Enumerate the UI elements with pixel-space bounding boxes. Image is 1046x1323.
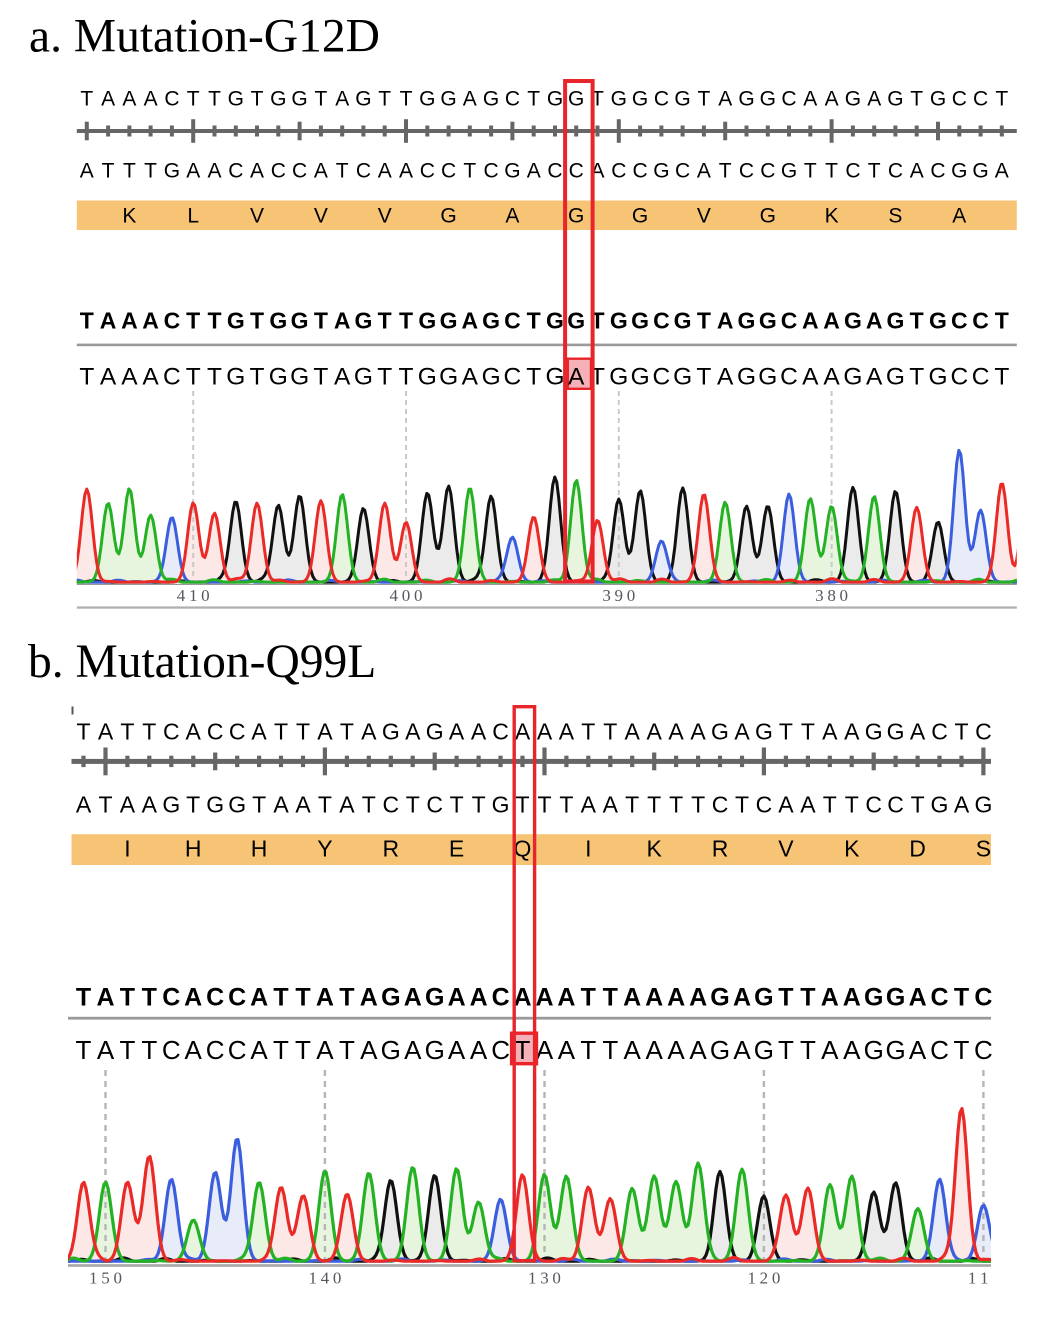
svg-text:410: 410 (177, 586, 210, 605)
svg-text:380: 380 (815, 586, 848, 605)
svg-text:120: 120 (747, 1268, 780, 1287)
svg-text:b. Mutation-Q99L: b. Mutation-Q99L (28, 636, 376, 688)
svg-text:a. Mutation-G12D: a. Mutation-G12D (29, 11, 380, 63)
svg-text:390: 390 (602, 586, 635, 605)
svg-text:140: 140 (309, 1268, 342, 1287)
svg-text:T: T (515, 1035, 531, 1065)
svg-text:130: 130 (528, 1268, 561, 1287)
svg-text:400: 400 (390, 586, 423, 605)
svg-text:A: A (568, 364, 585, 391)
svg-text:150: 150 (89, 1268, 122, 1287)
